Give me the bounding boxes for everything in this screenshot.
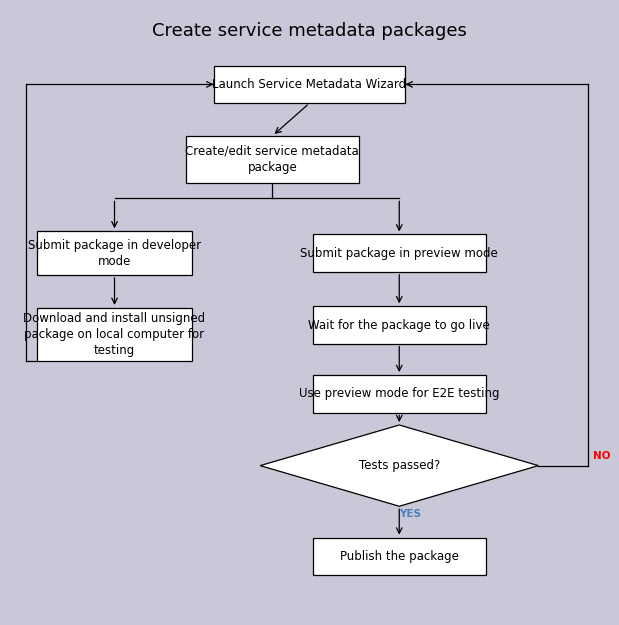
Text: Use preview mode for E2E testing: Use preview mode for E2E testing [299,388,500,400]
FancyBboxPatch shape [313,306,486,344]
FancyBboxPatch shape [37,308,192,361]
Polygon shape [260,425,539,506]
Text: Submit package in preview mode: Submit package in preview mode [300,247,498,259]
FancyBboxPatch shape [37,231,192,275]
FancyBboxPatch shape [186,136,359,182]
Text: YES: YES [399,509,422,519]
Text: Submit package in developer
mode: Submit package in developer mode [28,239,201,268]
FancyBboxPatch shape [313,538,486,575]
Text: Tests passed?: Tests passed? [358,459,440,472]
FancyBboxPatch shape [313,234,486,272]
Text: Download and install unsigned
package on local computer for
testing: Download and install unsigned package on… [24,312,206,357]
FancyBboxPatch shape [214,66,405,103]
Text: NO: NO [593,451,610,461]
Text: Publish the package: Publish the package [340,550,459,562]
Text: Create service metadata packages: Create service metadata packages [152,22,467,40]
Text: Create/edit service metadata
package: Create/edit service metadata package [186,145,359,174]
FancyBboxPatch shape [313,375,486,413]
Text: Wait for the package to go live: Wait for the package to go live [308,319,490,331]
Text: Launch Service Metadata Wizard: Launch Service Metadata Wizard [212,78,407,91]
